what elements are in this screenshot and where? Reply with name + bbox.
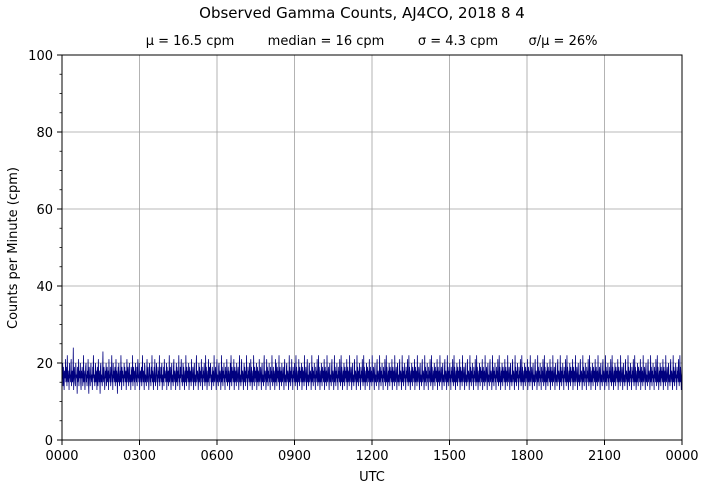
x-tick-label: 0000 — [45, 449, 78, 464]
stat-sigma: σ = 4.3 cpm — [418, 34, 498, 49]
x-tick-label: 0900 — [278, 449, 311, 464]
chart-title: Observed Gamma Counts, AJ4CO, 2018 8 4 — [199, 4, 525, 22]
stat-mean: μ = 16.5 cpm — [146, 34, 235, 49]
grid-lines — [62, 55, 682, 440]
x-tick-label: 0300 — [123, 449, 156, 464]
x-tick-label: 1500 — [433, 449, 466, 464]
y-tick-label: 100 — [28, 49, 53, 64]
x-tick-label: 0600 — [200, 449, 233, 464]
y-tick-label: 80 — [36, 126, 53, 141]
axis-ticks: 0000 0300 0600 0900 1200 1500 1800 2100 00000204… — [28, 49, 698, 464]
data-series — [61, 347, 683, 394]
stat-cv: σ/μ = 26% — [529, 34, 598, 49]
series-line-0 — [61, 347, 683, 394]
x-tick-label: 1800 — [510, 449, 543, 464]
x-axis-label: UTC — [359, 470, 385, 485]
x-tick-label: 0000 — [665, 449, 698, 464]
y-tick-label: 0 — [45, 434, 53, 449]
y-tick-label: 40 — [36, 280, 53, 295]
x-tick-label: 1200 — [355, 449, 388, 464]
y-axis-label: Counts per Minute (cpm) — [6, 167, 21, 329]
y-tick-label: 20 — [36, 357, 53, 372]
x-tick-label: 2100 — [588, 449, 621, 464]
y-tick-label: 60 — [36, 203, 53, 218]
stat-median: median = 16 cpm — [268, 34, 385, 49]
